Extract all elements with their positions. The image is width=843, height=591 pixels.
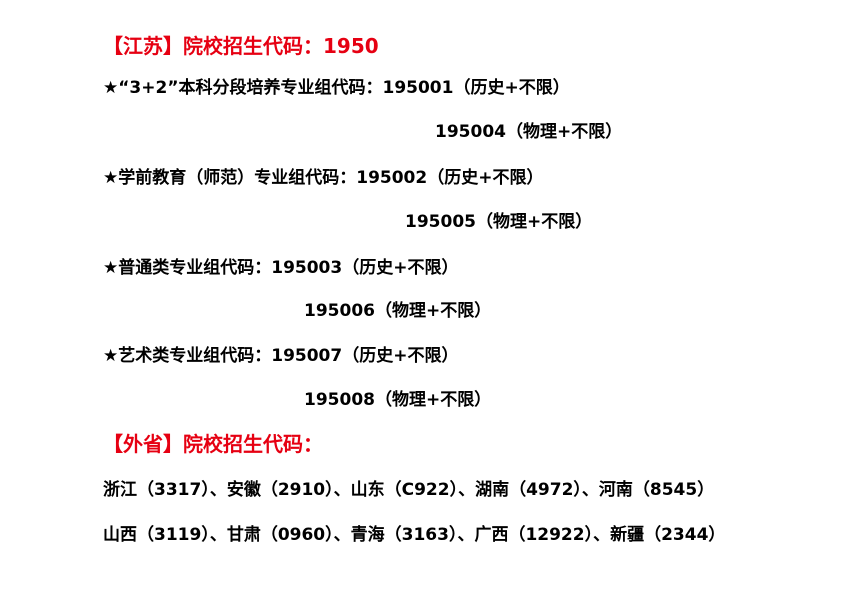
other-provinces-heading: 【外省】院校招生代码： [103,432,323,456]
jiangsu-heading: 【江苏】院校招生代码：1950 [103,34,379,58]
other-provinces-line-2: 山西（3119）、甘肃（0960）、青海（3163）、广西（12922）、新疆（… [103,525,726,545]
group-1-line: ★“3+2”本科分段培养专业组代码：195001（历史+不限） [103,78,570,98]
group-3-line: ★普通类专业组代码：195003（历史+不限） [103,258,459,278]
group-1-second-code: 195004（物理+不限） [435,122,623,142]
group-4-line: ★艺术类专业组代码：195007（历史+不限） [103,346,459,366]
group-4-second-code: 195008（物理+不限） [304,390,492,410]
group-3-second-code: 195006（物理+不限） [304,301,492,321]
other-provinces-line-1: 浙江（3317）、安徽（2910）、山东（C922）、湖南（4972）、河南（8… [103,480,715,500]
group-2-line: ★学前教育（师范）专业组代码：195002（历史+不限） [103,168,544,188]
group-2-second-code: 195005（物理+不限） [405,212,593,232]
